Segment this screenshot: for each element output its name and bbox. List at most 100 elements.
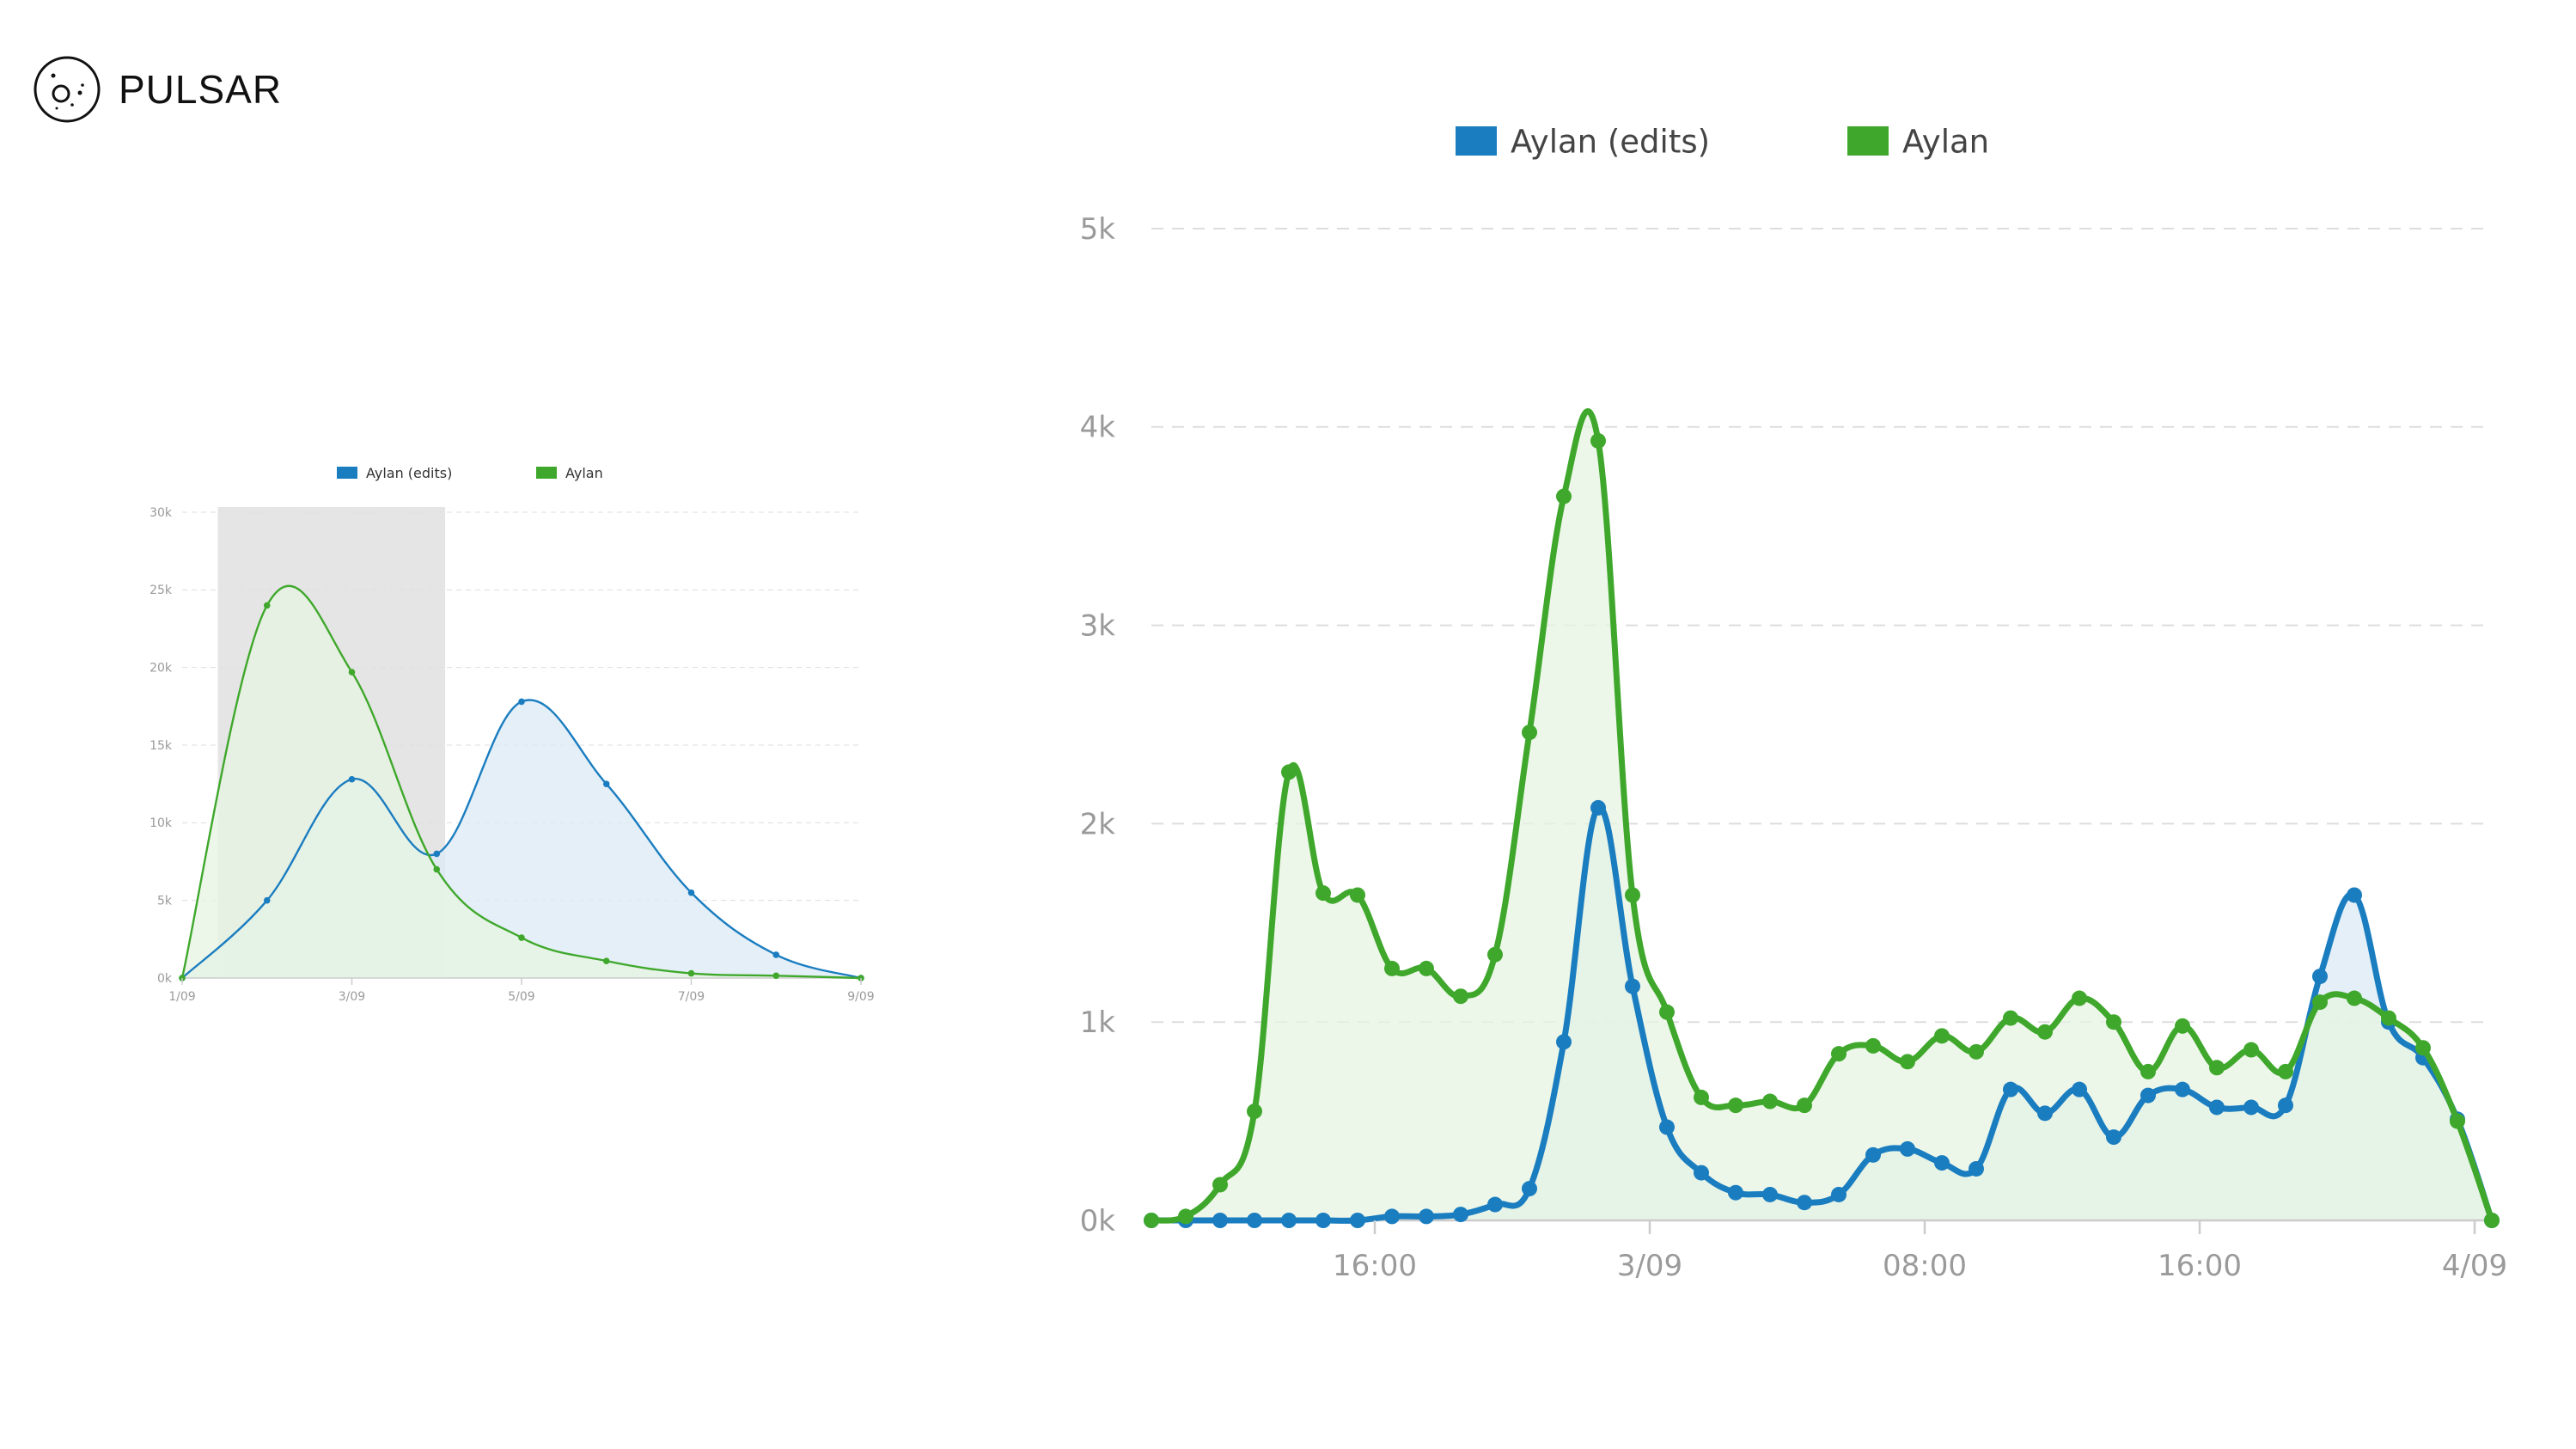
data-point — [1350, 1213, 1365, 1228]
data-point — [2347, 887, 2362, 903]
x-tick-label: 16:00 — [2158, 1249, 2242, 1283]
data-point — [2175, 1018, 2190, 1034]
y-tick-label: 5k — [1080, 212, 1116, 247]
data-point — [687, 969, 695, 977]
x-tick-label: 7/09 — [678, 990, 705, 1004]
data-point — [2415, 1040, 2431, 1056]
y-tick-label: 15k — [150, 739, 173, 753]
data-point — [1419, 960, 1434, 976]
data-point — [1694, 1165, 1709, 1181]
data-point — [1419, 1208, 1434, 1225]
x-tick-label: 3/09 — [1617, 1249, 1682, 1283]
legend-label: Aylan — [565, 465, 603, 481]
legend-swatch — [337, 467, 357, 479]
series-line — [1148, 804, 2495, 1224]
data-point — [2106, 1014, 2121, 1030]
data-point — [1556, 488, 1572, 504]
data-point — [1350, 887, 1365, 903]
data-point — [1212, 1213, 1228, 1228]
data-point — [1247, 1213, 1262, 1228]
data-point — [2347, 990, 2362, 1006]
y-tick-label: 0k — [1080, 1204, 1116, 1238]
data-point — [518, 698, 525, 706]
data-point — [2106, 1129, 2121, 1146]
legend-swatch — [536, 467, 557, 479]
brand: PULSAR — [33, 53, 282, 125]
data-point — [348, 669, 356, 676]
overview-chart[interactable]: 0k 5k 10k 15k 20k 25k 30k 1/09 3/09 5/09 7/09 9/09 A… — [112, 438, 894, 1023]
data-point — [1831, 1186, 1847, 1202]
data-point — [1831, 1046, 1847, 1062]
y-tick-label: 2k — [1080, 807, 1116, 841]
data-point — [1453, 988, 1468, 1005]
legend-swatch — [1847, 126, 1889, 156]
data-point — [1659, 1119, 1675, 1135]
data-point — [1762, 1186, 1778, 1202]
data-point — [2278, 1063, 2293, 1079]
data-point — [518, 934, 525, 941]
data-point — [433, 865, 441, 873]
data-point — [602, 957, 610, 964]
series-area — [182, 585, 861, 978]
detail-chart[interactable]: 0k 1k 2k 3k 4k 5k 16:00 3/09 08:00 16:00 4/09 Aylan… — [1040, 95, 2535, 1315]
data-point — [1625, 978, 1640, 994]
x-tick-label: 3/09 — [339, 990, 365, 1004]
data-point — [2037, 1105, 2053, 1122]
y-tick-label: 5k — [157, 895, 173, 908]
x-tick-label: 08:00 — [1883, 1249, 1967, 1283]
data-point — [1590, 432, 1606, 449]
data-point — [1934, 1028, 1950, 1044]
data-point — [1865, 1146, 1881, 1163]
data-point — [2243, 1099, 2259, 1116]
legend-swatch — [1456, 126, 1497, 156]
y-tick-label: 1k — [1080, 1006, 1116, 1040]
data-point — [1969, 1160, 1984, 1177]
data-point — [2381, 1010, 2396, 1026]
data-point — [1865, 1037, 1881, 1054]
data-point — [1797, 1097, 1812, 1114]
data-point — [2072, 1081, 2087, 1097]
data-point — [1315, 1213, 1331, 1228]
data-point — [1728, 1097, 1743, 1114]
data-point — [1522, 724, 1537, 741]
data-point — [1522, 1181, 1537, 1197]
data-point — [2243, 1042, 2259, 1058]
data-point — [1281, 764, 1297, 780]
data-point — [2209, 1060, 2225, 1076]
series-line — [180, 699, 863, 980]
data-point — [1590, 799, 1606, 816]
data-point — [1384, 1208, 1400, 1225]
y-tick-label: 20k — [150, 662, 173, 676]
y-tick-label: 3k — [1080, 609, 1116, 644]
data-point — [1969, 1043, 1984, 1060]
data-point — [1281, 1213, 1297, 1228]
y-tick-label: 30k — [150, 506, 173, 520]
data-point — [772, 972, 780, 980]
data-point — [2037, 1024, 2053, 1040]
x-tick-label: 9/09 — [847, 990, 874, 1004]
data-point — [263, 896, 271, 904]
data-point — [2072, 990, 2087, 1006]
data-point — [602, 780, 610, 787]
data-point — [2175, 1081, 2190, 1097]
y-tick-label: 10k — [150, 816, 173, 830]
y-tick-label: 4k — [1080, 411, 1116, 445]
legend-label: Aylan (edits) — [366, 465, 452, 481]
data-point — [2278, 1097, 2293, 1114]
y-tick-label: 25k — [150, 584, 173, 597]
data-point — [2312, 994, 2328, 1011]
legend-label: Aylan (edits) — [1511, 123, 1710, 160]
series-area — [1151, 411, 2492, 1221]
data-point — [1487, 946, 1503, 963]
data-point — [1315, 885, 1331, 902]
data-point — [2312, 969, 2328, 985]
data-point — [1934, 1155, 1950, 1171]
series-line — [180, 584, 863, 980]
x-tick-label: 1/09 — [168, 990, 195, 1004]
data-point — [1728, 1184, 1743, 1201]
data-point — [1384, 960, 1400, 976]
brand-name: PULSAR — [119, 67, 283, 112]
data-point — [2003, 1010, 2018, 1026]
x-tick-label: 4/09 — [2442, 1249, 2507, 1283]
data-point — [433, 850, 441, 858]
